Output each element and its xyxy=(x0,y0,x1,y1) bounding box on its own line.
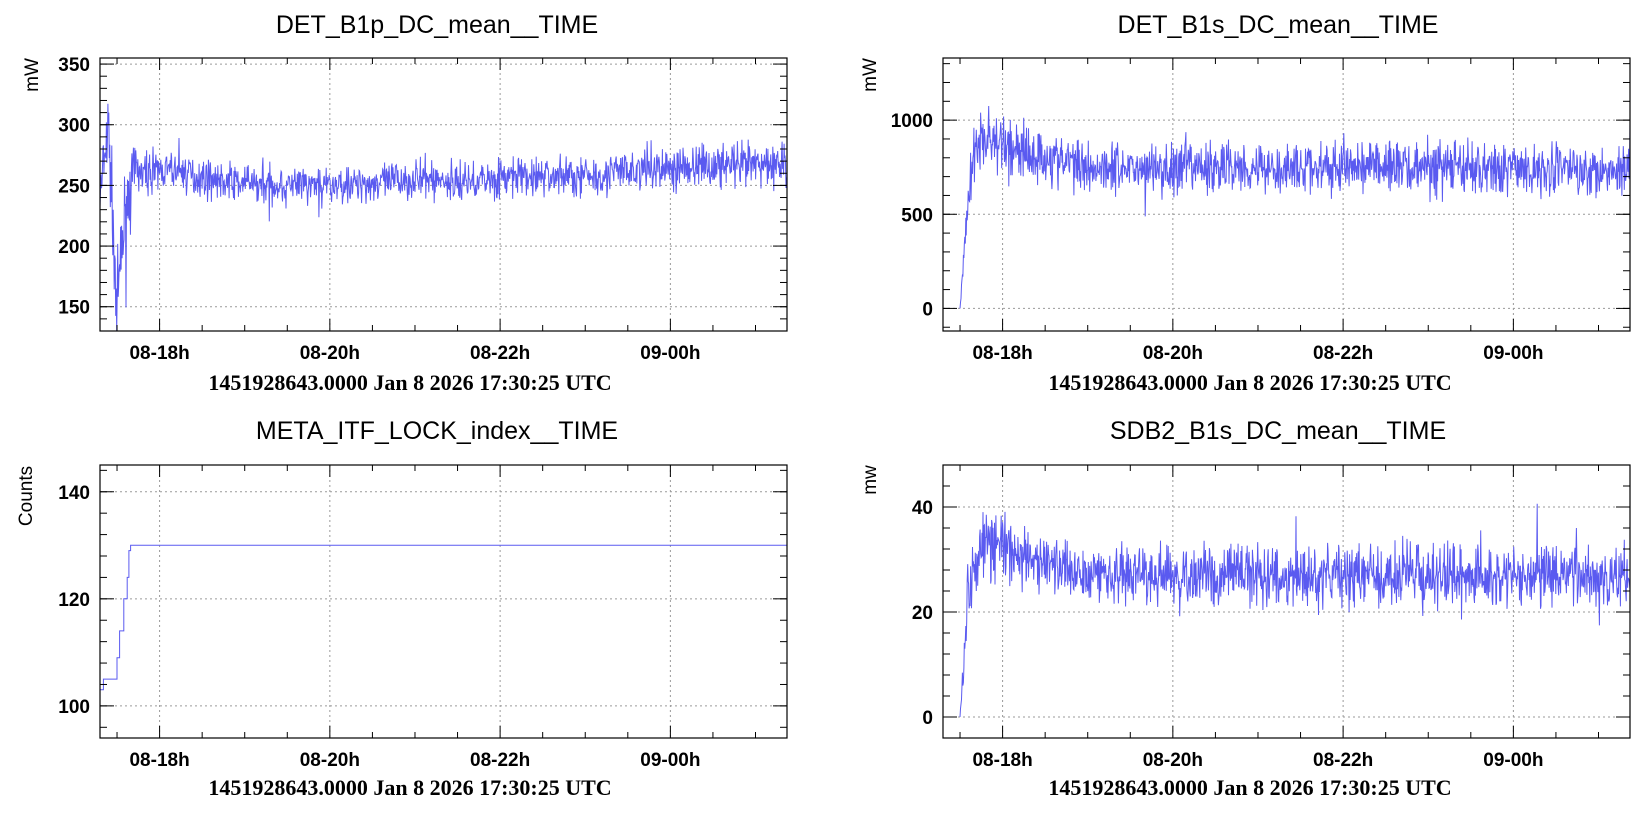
x-tick-label: 08-22h xyxy=(1313,750,1373,771)
plot-area: 08-18h 08-20h 08-22h 09-00h 150 200 250 300 350 xyxy=(58,55,788,364)
y-tick-label: 0 xyxy=(922,708,933,729)
x-tick-label: 09-00h xyxy=(1483,750,1543,771)
plot-area: 08-18h 08-20h 08-22h 09-00h 100 120 140 xyxy=(58,464,788,771)
x-tick-label: 08-18h xyxy=(129,750,189,771)
plot-frame xyxy=(942,464,1631,739)
data-series-line xyxy=(959,105,1631,331)
plot-frame xyxy=(99,57,788,332)
x-tick-label: 08-22h xyxy=(470,343,530,364)
y-tick-label: 0 xyxy=(922,299,933,320)
timestamp-footer: 1451928643.0000 Jan 8 2026 17:30:25 UTC xyxy=(1048,775,1451,800)
chart-title: DET_B1p_DC_mean__TIME xyxy=(276,11,598,39)
x-tick-label: 08-20h xyxy=(300,750,360,771)
plot-area: 08-18h 08-20h 08-22h 09-00h 0 500 1000 xyxy=(891,57,1631,364)
timestamp-footer: 1451928643.0000 Jan 8 2026 17:30:25 UTC xyxy=(1048,370,1451,395)
chart-title: META_ITF_LOCK_index__TIME xyxy=(256,417,618,445)
y-tick-label: 100 xyxy=(58,697,90,718)
chart-title: SDB2_B1s_DC_mean__TIME xyxy=(1110,417,1446,445)
y-axis-label: mW xyxy=(22,58,43,92)
y-tick-label: 500 xyxy=(901,205,933,226)
y-tick-label: 20 xyxy=(912,603,933,624)
plot-area: 08-18h 08-20h 08-22h 09-00h 0 20 40 xyxy=(912,464,1631,771)
x-tick-label: 08-20h xyxy=(1143,750,1203,771)
plot-frame xyxy=(942,57,1631,332)
y-tick-label: 200 xyxy=(58,237,90,258)
y-tick-label: 120 xyxy=(58,590,90,611)
timestamp-footer: 1451928643.0000 Jan 8 2026 17:30:25 UTC xyxy=(208,370,611,395)
y-axis-label: mW xyxy=(860,58,881,92)
y-tick-label: 150 xyxy=(58,298,90,319)
x-tick-label: 09-00h xyxy=(1483,343,1543,364)
x-tick-label: 08-20h xyxy=(1143,343,1203,364)
y-tick-label: 300 xyxy=(58,116,90,137)
panel-det-b1p: DET_B1p_DC_mean__TIME mW 1451928643.0000… xyxy=(22,11,788,395)
y-tick-label: 40 xyxy=(912,498,933,519)
timestamp-footer: 1451928643.0000 Jan 8 2026 17:30:25 UTC xyxy=(208,775,611,800)
x-tick-label: 08-18h xyxy=(972,750,1032,771)
panel-sdb2-b1s: SDB2_B1s_DC_mean__TIME mw 1451928643.000… xyxy=(860,417,1631,800)
plot-frame xyxy=(99,464,788,739)
panel-meta-itf-lock: META_ITF_LOCK_index__TIME Counts 1451928… xyxy=(16,417,788,800)
y-axis-label: Counts xyxy=(16,466,37,526)
x-tick-label: 09-00h xyxy=(640,750,700,771)
data-series-line xyxy=(959,503,1631,738)
data-series-line xyxy=(99,103,788,332)
x-tick-label: 08-22h xyxy=(470,750,530,771)
panel-det-b1s: DET_B1s_DC_mean__TIME mW 1451928643.0000… xyxy=(860,11,1631,395)
y-tick-label: 1000 xyxy=(891,111,933,132)
y-tick-label: 250 xyxy=(58,176,90,197)
data-series-line xyxy=(100,544,787,691)
y-axis-label: mw xyxy=(860,465,881,495)
x-tick-label: 08-18h xyxy=(972,343,1032,364)
x-tick-label: 09-00h xyxy=(640,343,700,364)
chart-title: DET_B1s_DC_mean__TIME xyxy=(1118,11,1439,39)
x-tick-label: 08-20h xyxy=(300,343,360,364)
y-tick-label: 350 xyxy=(58,55,90,76)
x-tick-label: 08-22h xyxy=(1313,343,1373,364)
y-tick-label: 140 xyxy=(58,483,90,504)
x-tick-label: 08-18h xyxy=(129,343,189,364)
